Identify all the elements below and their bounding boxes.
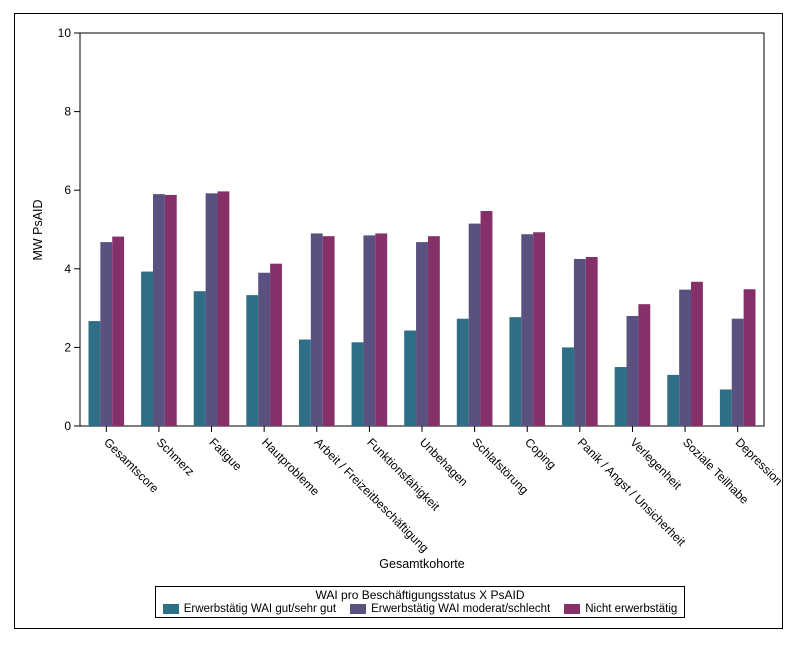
bar (456, 318, 469, 426)
bars (88, 191, 756, 426)
bar (112, 236, 125, 426)
y-tick-label: 6 (64, 183, 71, 197)
bar (521, 234, 534, 426)
bar (310, 233, 323, 426)
bar (322, 236, 335, 426)
bar (679, 289, 692, 426)
y-tick-label: 4 (64, 262, 71, 276)
bar (731, 318, 744, 426)
bar (638, 304, 651, 426)
legend-item: Erwerbstätig WAI gut/sehr gut (162, 603, 337, 615)
legend-label: Erwerbstätig WAI moderat/schlecht (371, 603, 551, 615)
legend-item: Erwerbstätig WAI moderat/schlecht (350, 603, 550, 615)
legend-label: Erwerbstätig WAI gut/sehr gut (183, 603, 337, 615)
x-tick-label: Coping (522, 435, 559, 472)
bar (298, 339, 311, 426)
bar (427, 236, 440, 426)
bar (217, 191, 230, 426)
legend-title: WAI pro Beschäftigungsstatus X PsAID (315, 588, 525, 602)
x-tick-label: Verlegenheit (627, 435, 685, 493)
y-axis: 0 2 4 6 8 10 (58, 26, 80, 433)
bar (141, 271, 153, 426)
bar (375, 233, 388, 426)
x-tick-label: Schmerz (154, 435, 197, 478)
bar (164, 194, 177, 426)
bar (416, 242, 428, 426)
bar (88, 321, 101, 426)
bar (480, 211, 493, 426)
legend-swatch (564, 604, 581, 614)
y-tick-label: 0 (64, 419, 71, 433)
bar (573, 258, 586, 426)
bar (258, 272, 271, 426)
bar (743, 289, 756, 426)
y-tick-label: 10 (58, 26, 72, 40)
x-tick-label: Fatigue (206, 435, 244, 473)
legend-items: Erwerbstätig WAI gut/sehr gut Erwerbstät… (156, 603, 684, 615)
bar (193, 291, 206, 426)
bar (585, 257, 598, 426)
y-tick-label: 2 (64, 340, 71, 354)
bar (691, 281, 703, 426)
bar (100, 242, 113, 426)
x-tick-label: Gesamtscore (101, 435, 162, 496)
bar (468, 223, 481, 426)
bar (205, 193, 218, 426)
bar (533, 232, 546, 426)
legend-swatch (350, 604, 367, 614)
legend: WAI pro Beschäftigungsstatus X PsAID Erw… (155, 586, 685, 618)
bar (614, 367, 627, 426)
bar (351, 342, 364, 426)
x-tick-label: Arbeit / Freizeitbeschäftigung (312, 435, 432, 555)
legend-swatch (162, 604, 179, 614)
bar (270, 263, 282, 426)
bar (667, 374, 680, 426)
y-tick-label: 8 (64, 105, 71, 119)
bar (152, 194, 165, 426)
x-tick-label: Depression (733, 435, 786, 488)
x-tick-label: Panik / Angst / Unsicherheit (575, 435, 689, 549)
x-tick-label: Unbehagen (417, 435, 471, 489)
bar (363, 235, 376, 426)
y-axis-label: MW PsAID (31, 199, 45, 260)
bar (246, 295, 259, 426)
bar (509, 317, 522, 426)
bar (404, 330, 417, 426)
bar (626, 315, 639, 426)
legend-label: Nicht erwerbstätig (585, 603, 678, 615)
bar (719, 389, 732, 426)
legend-item: Nicht erwerbstätig (564, 603, 677, 615)
x-axis-label: Gesamtkohorte (379, 557, 465, 571)
bar (562, 347, 574, 426)
